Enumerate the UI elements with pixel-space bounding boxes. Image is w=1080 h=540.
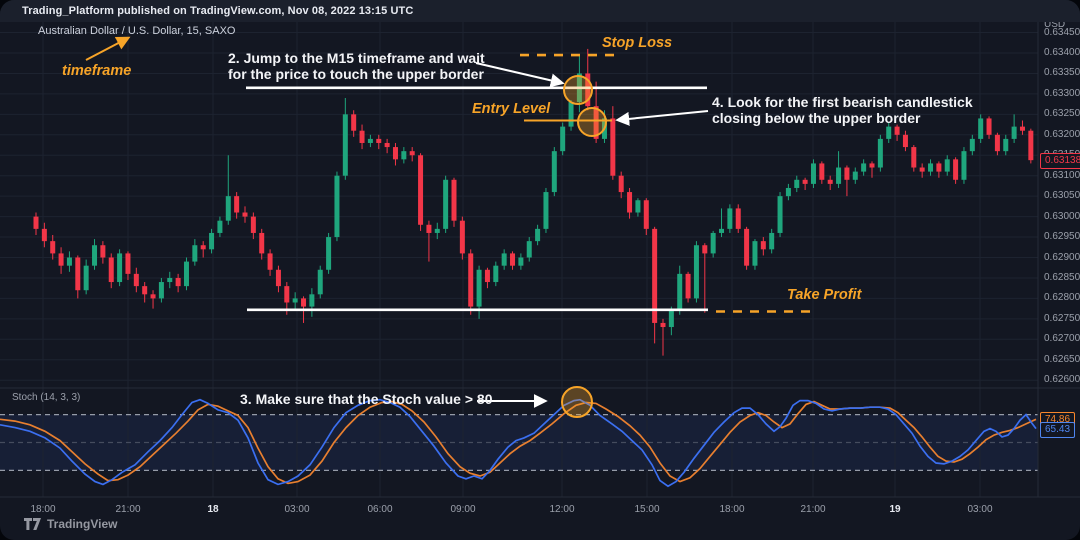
annotation-step2-line1: 2. Jump to the M15 timeframe and wait	[228, 50, 485, 66]
highlight-circle	[577, 107, 607, 137]
stop-loss-label: Stop Loss	[602, 35, 673, 51]
annotation-arrow	[615, 110, 709, 126]
timeframe-callout-label: timeframe	[62, 63, 132, 79]
annotation-step3: 3. Make sure that the Stoch value > 80	[240, 391, 493, 407]
price-tick-label: 0.63350	[1044, 67, 1080, 79]
tradingview-logo[interactable]: TradingView	[24, 517, 117, 531]
candlesticks	[33, 48, 1034, 356]
price-tick-label: 0.63400	[1044, 47, 1080, 58]
annotation-step4-line1: 4. Look for the first bearish candlestic…	[712, 94, 973, 110]
price-tick-label: 0.62750	[1044, 312, 1080, 324]
time-tick-label: 06:00	[367, 504, 393, 515]
time-tick-label: 18	[207, 504, 219, 515]
price-tick-label: 0.63100	[1044, 169, 1080, 181]
price-tick-label: 0.63300	[1044, 87, 1080, 99]
price-tick-label: 0.63450	[1044, 26, 1080, 38]
stoch-k-line	[0, 398, 1037, 488]
annotation-step2-line2: for the price to touch the upper border	[228, 66, 484, 82]
price-tick-label: 0.62700	[1044, 333, 1080, 345]
time-tick-label: 03:00	[284, 504, 310, 515]
highlight-circle	[561, 386, 593, 418]
price-tick-label: 0.62600	[1044, 374, 1080, 386]
price-tick-label: 0.62850	[1044, 271, 1080, 283]
price-tick-label: 0.63050	[1044, 190, 1080, 202]
time-tick-label: 19	[889, 504, 901, 515]
price-tick-label: 0.63200	[1044, 128, 1080, 140]
timeframe-arrow	[85, 36, 131, 61]
price-tick-label: 0.63000	[1044, 210, 1080, 222]
annotation-step4: 4. Look for the first bearish candlestic…	[712, 94, 973, 126]
time-tick-label: 18:00	[719, 504, 745, 515]
time-tick-label: 18:00	[30, 504, 56, 515]
time-tick-label: 03:00	[967, 504, 993, 515]
price-tick-label: 0.62950	[1044, 231, 1080, 243]
last-price-badge: 0.63138	[1040, 153, 1080, 170]
symbol-title: Australian Dollar / U.S. Dollar, 15, SAX…	[38, 25, 236, 37]
time-tick-label: 09:00	[450, 504, 476, 515]
annotation-arrow	[475, 62, 565, 88]
time-tick-label: 21:00	[115, 504, 141, 515]
tradingview-brand-text: TradingView	[47, 517, 118, 531]
take-profit-label: Take Profit	[787, 287, 862, 303]
annotation-step2: 2. Jump to the M15 timeframe and wait fo…	[228, 50, 485, 82]
attribution-bar: Trading_Platform published on TradingVie…	[0, 0, 1080, 22]
time-tick-label: 12:00	[549, 504, 575, 515]
attribution-text: Trading_Platform published on TradingVie…	[22, 5, 414, 17]
stoch-k-value-badge: 65.43	[1040, 422, 1076, 439]
entry-level-label: Entry Level	[472, 101, 551, 117]
tradingview-logo-icon	[24, 517, 41, 530]
price-axis-currency: USD	[1044, 19, 1066, 30]
time-tick-label: 15:00	[634, 504, 660, 515]
stoch-indicator-label[interactable]: Stoch (14, 3, 3)	[12, 392, 81, 403]
price-tick-label: 0.62800	[1044, 292, 1080, 304]
highlight-circle	[563, 75, 593, 105]
price-tick-label: 0.63250	[1044, 108, 1080, 120]
annotation-step4-line2: closing below the upper border	[712, 110, 921, 126]
price-tick-label: 0.62900	[1044, 251, 1080, 263]
price-tick-label: 0.62650	[1044, 353, 1080, 365]
time-tick-label: 21:00	[800, 504, 826, 515]
